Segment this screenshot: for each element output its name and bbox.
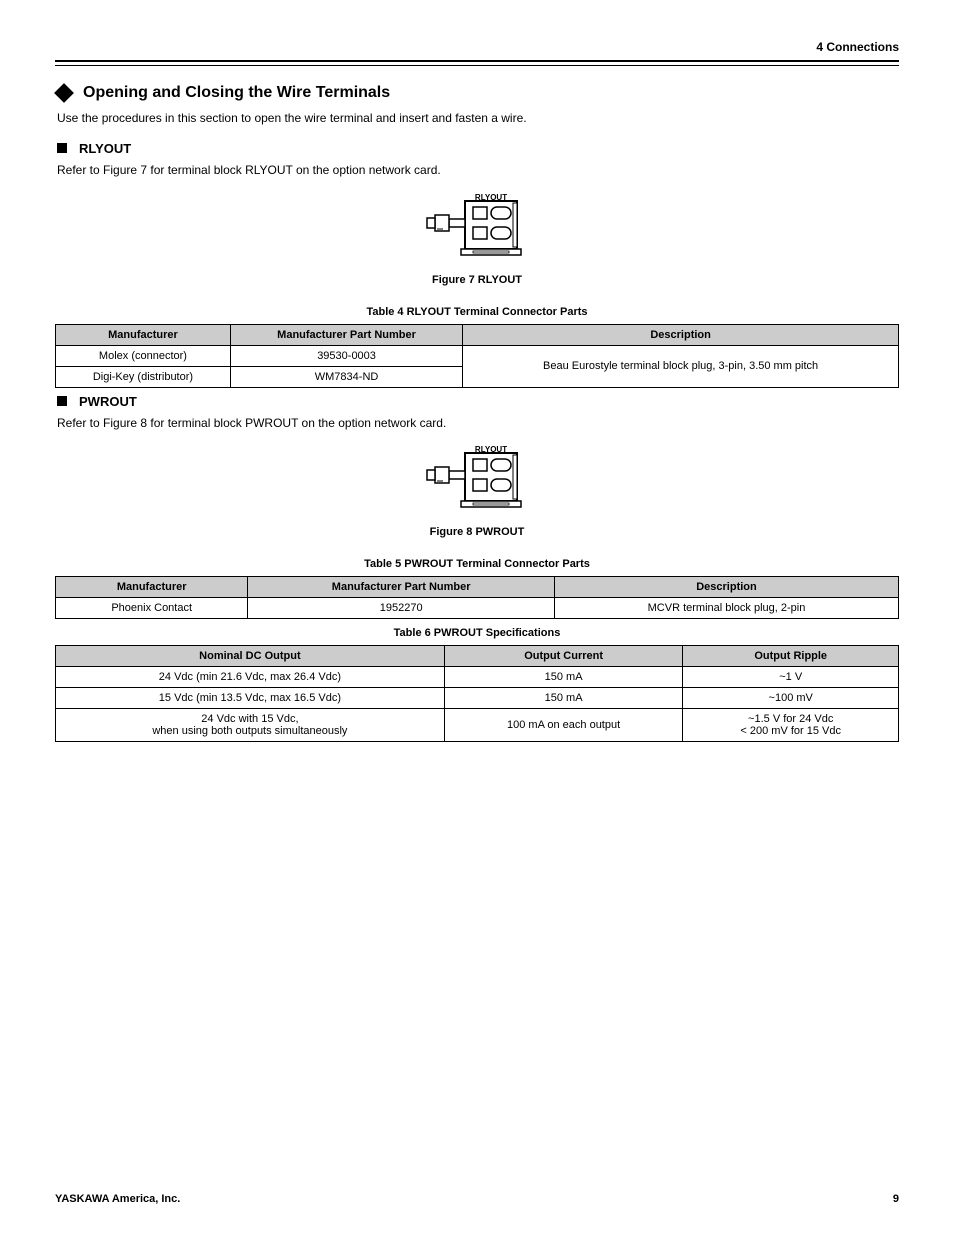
table-header: Manufacturer Part Number	[248, 577, 555, 598]
table-row: Phoenix Contact 1952270 MCVR terminal bl…	[56, 598, 899, 619]
table-row: Molex (connector) 39530-0003 Beau Eurost…	[56, 345, 899, 366]
table-cell: 15 Vdc (min 13.5 Vdc, max 16.5 Vdc)	[56, 688, 445, 709]
table-6: Nominal DC Output Output Current Output …	[55, 645, 899, 742]
pwrout-description: Refer to Figure 8 for terminal block PWR…	[57, 415, 899, 432]
figure-7: RLYOUT	[55, 193, 899, 268]
square-bullet-icon	[57, 143, 67, 153]
table-cell: 24 Vdc (min 21.6 Vdc, max 26.4 Vdc)	[56, 667, 445, 688]
table-4-caption: Table 4 RLYOUT Terminal Connector Parts	[55, 306, 899, 318]
footer-page-number: 9	[893, 1193, 899, 1205]
table-header: Description	[463, 324, 899, 345]
table-5: Manufacturer Manufacturer Part Number De…	[55, 576, 899, 619]
table-header: Manufacturer	[56, 324, 231, 345]
table-cell: ~100 mV	[683, 688, 899, 709]
header-section-label: 4 Connections	[55, 40, 899, 54]
footer-company: YASKAWA America, Inc.	[55, 1193, 180, 1205]
table-header: Manufacturer	[56, 577, 248, 598]
rlyout-description: Refer to Figure 7 for terminal block RLY…	[57, 162, 899, 179]
table-header: Output Current	[444, 646, 683, 667]
table-header: Description	[555, 577, 899, 598]
heading-text: PWROUT	[79, 394, 137, 409]
diamond-bullet-icon	[54, 83, 74, 103]
table-cell: ~1.5 V for 24 Vdc < 200 mV for 15 Vdc	[683, 709, 899, 742]
table-cell: 39530-0003	[230, 345, 462, 366]
table-header: Nominal DC Output	[56, 646, 445, 667]
table-row: 24 Vdc (min 21.6 Vdc, max 26.4 Vdc) 150 …	[56, 667, 899, 688]
header-rule-thin	[55, 65, 899, 66]
table-6-caption: Table 6 PWROUT Specifications	[55, 627, 899, 639]
figure-8: RLYOUT	[55, 445, 899, 520]
square-bullet-icon	[57, 396, 67, 406]
heading-text: Opening and Closing the Wire Terminals	[83, 84, 390, 102]
table-header: Manufacturer Part Number	[230, 324, 462, 345]
table-cell: Molex (connector)	[56, 345, 231, 366]
header-rule-thick	[55, 60, 899, 62]
table-cell: MCVR terminal block plug, 2-pin	[555, 598, 899, 619]
table-cell: 150 mA	[444, 688, 683, 709]
table-cell: Phoenix Contact	[56, 598, 248, 619]
table-cell: 24 Vdc with 15 Vdc, when using both outp…	[56, 709, 445, 742]
heading-level-2: Opening and Closing the Wire Terminals	[55, 84, 899, 102]
table-row: 15 Vdc (min 13.5 Vdc, max 16.5 Vdc) 150 …	[56, 688, 899, 709]
table-cell: ~1 V	[683, 667, 899, 688]
table-cell: WM7834-ND	[230, 366, 462, 387]
table-4: Manufacturer Manufacturer Part Number De…	[55, 324, 899, 388]
figure-7-caption: Figure 7 RLYOUT	[55, 274, 899, 286]
figure-8-caption: Figure 8 PWROUT	[55, 526, 899, 538]
table-cell: 150 mA	[444, 667, 683, 688]
table-cell: 100 mA on each output	[444, 709, 683, 742]
table-row: 24 Vdc with 15 Vdc, when using both outp…	[56, 709, 899, 742]
heading-text: RLYOUT	[79, 141, 131, 156]
heading-level-3-pwrout: PWROUT	[55, 394, 899, 409]
table-header: Output Ripple	[683, 646, 899, 667]
connector-diagram-pwrout: RLYOUT	[417, 445, 537, 515]
table-cell: Digi-Key (distributor)	[56, 366, 231, 387]
table-5-caption: Table 5 PWROUT Terminal Connector Parts	[55, 558, 899, 570]
table-cell: Beau Eurostyle terminal block plug, 3-pi…	[463, 345, 899, 387]
table-cell: 1952270	[248, 598, 555, 619]
connector-diagram-rlyout: RLYOUT	[417, 193, 537, 263]
heading-level-3-rlyout: RLYOUT	[55, 141, 899, 156]
page-footer: YASKAWA America, Inc. 9	[55, 1185, 899, 1205]
intro-paragraph: Use the procedures in this section to op…	[57, 110, 899, 127]
